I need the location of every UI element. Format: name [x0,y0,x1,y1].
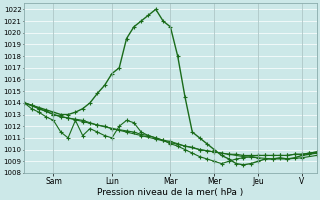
X-axis label: Pression niveau de la mer( hPa ): Pression niveau de la mer( hPa ) [97,188,244,197]
